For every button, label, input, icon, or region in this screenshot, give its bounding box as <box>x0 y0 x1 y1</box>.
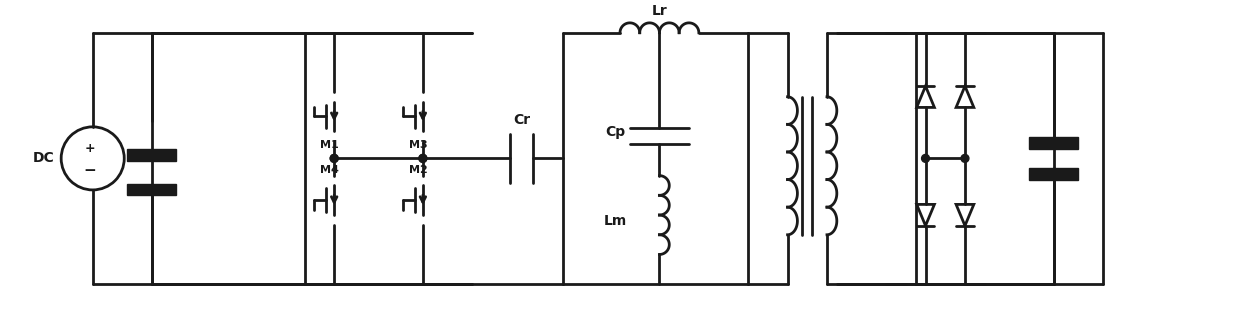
Bar <box>1029 168 1079 180</box>
Bar <box>128 184 176 195</box>
Text: Cp: Cp <box>605 125 625 139</box>
Text: M3: M3 <box>409 140 428 150</box>
Text: M2: M2 <box>408 165 428 175</box>
Circle shape <box>419 154 427 162</box>
Circle shape <box>330 154 339 162</box>
Text: M1: M1 <box>320 140 339 150</box>
Circle shape <box>330 154 339 162</box>
Circle shape <box>961 154 968 162</box>
Text: Lr: Lr <box>651 4 667 18</box>
Text: Lm: Lm <box>604 214 626 228</box>
Text: Cr: Cr <box>513 113 529 127</box>
Circle shape <box>419 154 427 162</box>
Text: DC: DC <box>32 152 55 165</box>
Bar <box>1029 137 1079 149</box>
Text: +: + <box>84 142 95 155</box>
Bar <box>128 149 176 161</box>
Circle shape <box>921 154 930 162</box>
Text: M4: M4 <box>320 165 339 175</box>
Text: −: − <box>83 163 97 178</box>
